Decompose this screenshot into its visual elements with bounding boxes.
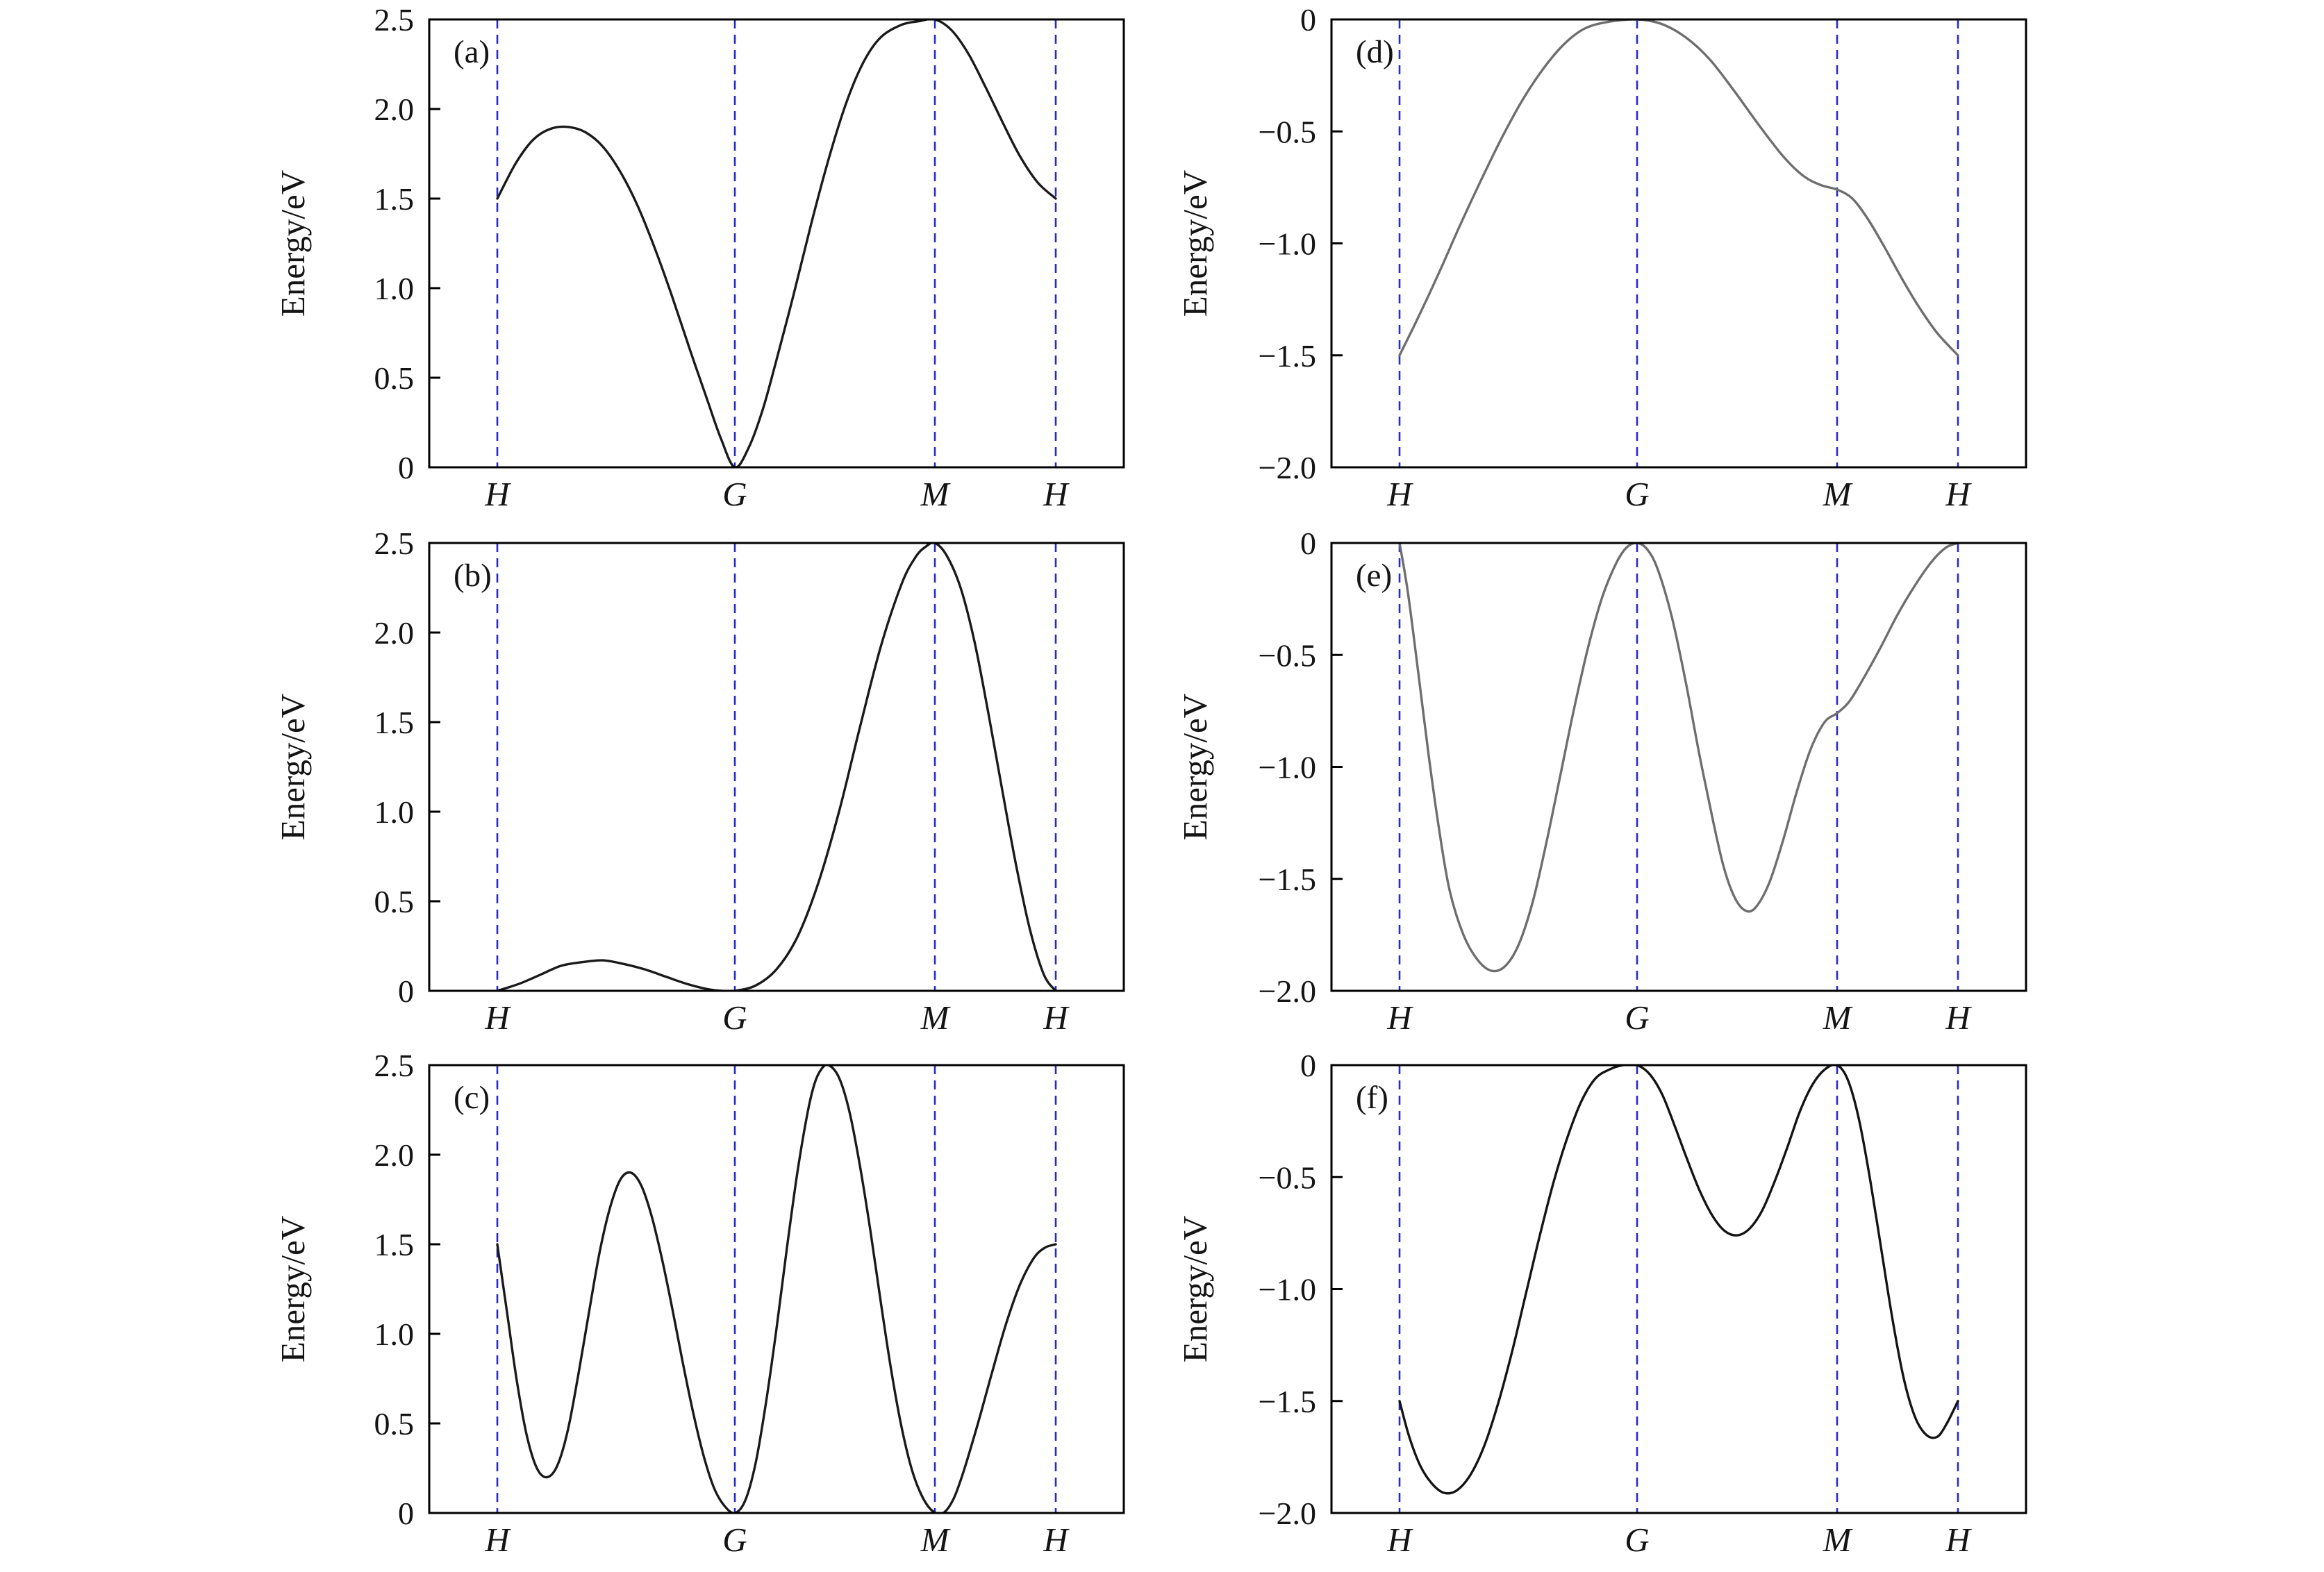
axis-box (1330, 542, 2027, 992)
x-tick-label-M: M (920, 998, 952, 1037)
x-tick-label-H: H (1945, 475, 1972, 513)
y-tick-label: 2.5 (374, 526, 415, 561)
y-tick-label: −1.5 (1259, 862, 1316, 897)
y-tick-label: 0 (1300, 1048, 1316, 1083)
x-tick-label-H: H (1043, 475, 1070, 513)
x-tick-label-H: H (1945, 998, 1972, 1037)
y-axis-label: Energy/eV (1176, 1216, 1214, 1362)
y-tick-label: 2.5 (374, 2, 415, 37)
x-tick-label-H: H (1043, 1521, 1070, 1559)
x-tick-label-H: H (1945, 1521, 1972, 1559)
y-tick-label: 0 (398, 1496, 414, 1531)
dispersion-curve (496, 19, 1057, 467)
y-tick-label: 0.5 (374, 1406, 415, 1441)
x-tick-label-M: M (1823, 998, 1854, 1037)
y-tick-label: −2.0 (1259, 1496, 1316, 1531)
y-tick-label: 0 (1300, 2, 1316, 37)
y-tick-label: 2.0 (374, 92, 415, 127)
y-tick-label: −1.5 (1259, 338, 1316, 374)
y-tick-label: −1.0 (1259, 226, 1316, 262)
panel-label: (d) (1356, 34, 1394, 70)
panel-c-band-structure-chart: 0 0.5 1.0 1.5 2.0 2.5 Energy/eV H G M H (c) (274, 1048, 1125, 1559)
panel-label: (e) (1356, 558, 1392, 594)
y-tick-label: 0 (398, 973, 414, 1009)
y-tick-label: 0 (398, 450, 414, 485)
panel-label: (b) (454, 558, 492, 594)
y-tick-label: −1.5 (1259, 1384, 1316, 1419)
y-tick-label: 2.5 (374, 1048, 415, 1083)
y-tick-label: −0.5 (1259, 114, 1316, 149)
axis-box (428, 542, 1125, 992)
axis-box (1330, 1064, 2027, 1514)
y-tick-label: 0.5 (374, 884, 415, 919)
y-axis-label: Energy/eV (274, 170, 312, 317)
panel-e-band-structure-chart: 0 −0.5 −1.0 −1.5 −2.0 Energy/eV H G M H (e) (1176, 526, 2027, 1037)
panel-label: (f) (1356, 1080, 1388, 1116)
y-tick-label: −1.0 (1259, 750, 1316, 785)
dispersion-curve (1398, 19, 1959, 357)
dispersion-curve (1398, 543, 1959, 973)
x-tick-label-M: M (1823, 475, 1854, 513)
x-tick-label-G: G (722, 475, 747, 513)
x-tick-label-M: M (920, 475, 952, 513)
y-tick-label: 1.0 (374, 271, 415, 306)
y-axis-label: Energy/eV (1176, 170, 1214, 317)
y-axis-label: Energy/eV (1176, 694, 1214, 840)
x-tick-label-H: H (484, 1521, 511, 1559)
dispersion-curve (496, 543, 1057, 991)
panel-a-band-structure-chart: 0 0.5 1.0 1.5 2.0 2.5 Energy/eV H G M H (a) (274, 2, 1125, 513)
panel-f-band-structure-chart: 0 −0.5 −1.0 −1.5 −2.0 Energy/eV H G M H (f) (1176, 1048, 2027, 1559)
x-tick-label-G: G (1625, 1521, 1649, 1559)
x-tick-label-H: H (1386, 1521, 1413, 1559)
y-tick-label: −1.0 (1259, 1272, 1316, 1307)
x-tick-label-M: M (1823, 1521, 1854, 1559)
dispersion-curve (1398, 1065, 1959, 1495)
y-tick-label: −0.5 (1259, 1160, 1316, 1195)
y-axis-label: Energy/eV (274, 694, 312, 840)
dispersion-curve (496, 1065, 1057, 1513)
y-tick-label: 1.5 (374, 705, 415, 740)
y-tick-label: −2.0 (1259, 973, 1316, 1009)
y-tick-label: 1.5 (374, 1227, 415, 1262)
x-tick-label-M: M (920, 1521, 952, 1559)
x-tick-label-H: H (1386, 475, 1413, 513)
y-axis-label: Energy/eV (274, 1216, 312, 1362)
y-tick-label: 0.5 (374, 360, 415, 396)
panel-b-band-structure-chart: 0 0.5 1.0 1.5 2.0 2.5 Energy/eV H G M H (b) (274, 526, 1125, 1037)
y-tick-label: 1.0 (374, 794, 415, 830)
y-tick-label: 2.0 (374, 1137, 415, 1173)
x-tick-label-G: G (1625, 998, 1649, 1037)
x-tick-label-G: G (722, 998, 747, 1037)
axis-box (428, 1064, 1125, 1514)
x-tick-label-G: G (722, 1521, 747, 1559)
x-tick-label-H: H (1386, 998, 1413, 1037)
x-tick-label-H: H (1043, 998, 1070, 1037)
panel-label: (c) (454, 1080, 490, 1116)
axis-box (428, 18, 1125, 469)
x-tick-label-H: H (484, 998, 511, 1037)
y-tick-label: 1.5 (374, 181, 415, 217)
panel-d-band-structure-chart: 0 −0.5 −1.0 −1.5 −2.0 Energy/eV H G M H (d) (1176, 2, 2027, 513)
axis-box (1330, 18, 2027, 469)
x-tick-label-G: G (1625, 475, 1649, 513)
y-tick-label: −2.0 (1259, 450, 1316, 485)
panel-label: (a) (454, 34, 490, 70)
x-tick-label-H: H (484, 475, 511, 513)
y-tick-label: −0.5 (1259, 637, 1316, 673)
y-tick-label: 1.0 (374, 1316, 415, 1352)
y-tick-label: 2.0 (374, 615, 415, 651)
y-tick-label: 0 (1300, 526, 1316, 561)
